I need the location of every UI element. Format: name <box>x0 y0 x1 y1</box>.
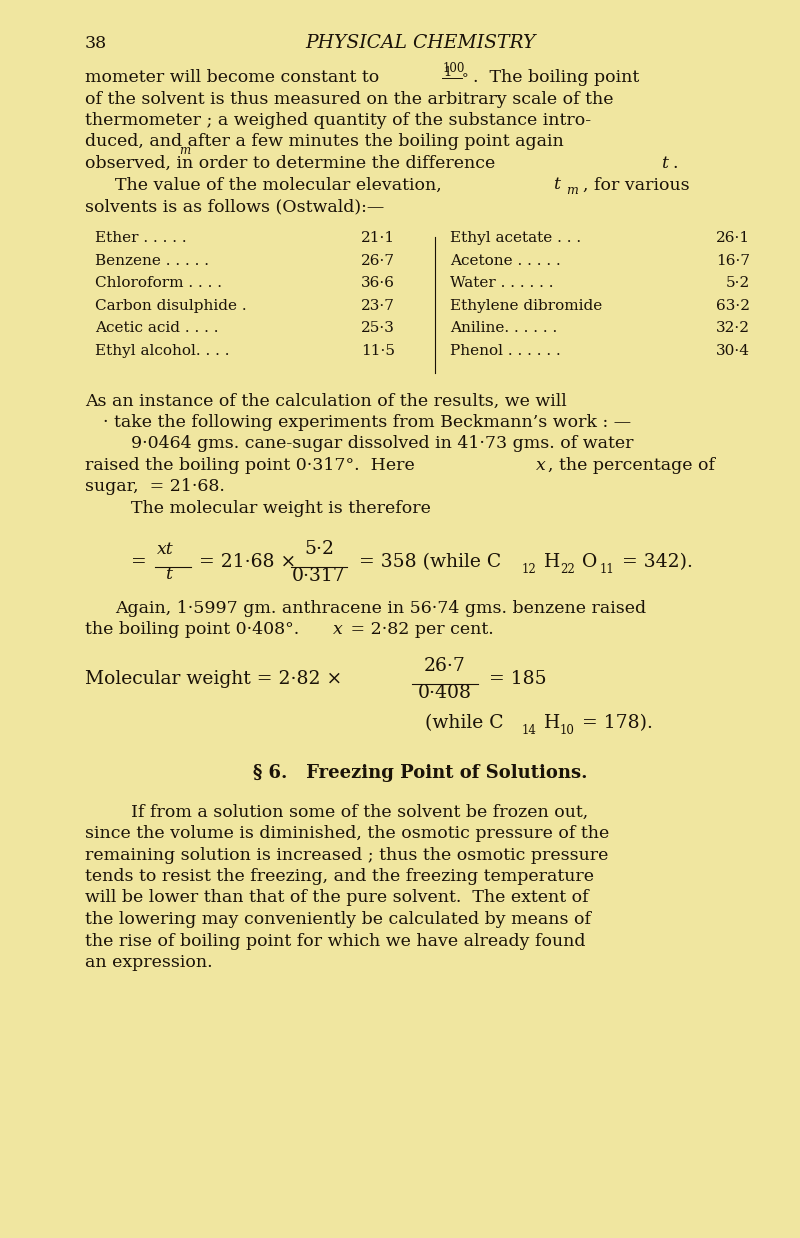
Text: Chloroform . . . .: Chloroform . . . . <box>95 276 222 291</box>
Text: =: = <box>131 553 153 571</box>
Text: 11·5: 11·5 <box>361 344 395 358</box>
Text: the rise of boiling point for which we have already found: the rise of boiling point for which we h… <box>85 932 586 950</box>
Text: Acetone . . . . .: Acetone . . . . . <box>450 254 561 267</box>
Text: = 178).: = 178). <box>582 714 653 733</box>
Text: = 185: = 185 <box>489 671 546 688</box>
Text: The molecular weight is therefore: The molecular weight is therefore <box>131 500 431 517</box>
Text: m: m <box>566 183 578 197</box>
Text: t: t <box>165 566 172 583</box>
Text: 26·7: 26·7 <box>361 254 395 267</box>
Text: 100: 100 <box>443 62 466 76</box>
Text: 63·2: 63·2 <box>716 300 750 313</box>
Text: mometer will become constant to: mometer will become constant to <box>85 69 379 85</box>
Text: tends to resist the freezing, and the freezing temperature: tends to resist the freezing, and the fr… <box>85 868 594 885</box>
Text: Acetic acid . . . .: Acetic acid . . . . <box>95 322 218 335</box>
Text: 9·0464 gms. cane-sugar dissolved in 41·73 gms. of water: 9·0464 gms. cane-sugar dissolved in 41·7… <box>131 436 634 453</box>
Text: The value of the molecular elevation,: The value of the molecular elevation, <box>115 177 447 193</box>
Text: (while C: (while C <box>425 714 504 733</box>
Text: will be lower than that of the pure solvent.  The extent of: will be lower than that of the pure solv… <box>85 889 589 906</box>
Text: 36·6: 36·6 <box>361 276 395 291</box>
Text: 38: 38 <box>85 35 107 52</box>
Text: of the solvent is thus measured on the arbitrary scale of the: of the solvent is thus measured on the a… <box>85 90 614 108</box>
Text: Water . . . . . .: Water . . . . . . <box>450 276 554 291</box>
Text: Molecular weight = 2·82 ×: Molecular weight = 2·82 × <box>85 671 342 688</box>
Text: 30·4: 30·4 <box>716 344 750 358</box>
Text: Phenol . . . . . .: Phenol . . . . . . <box>450 344 561 358</box>
Text: O: O <box>582 553 598 571</box>
Text: = 358 (while C: = 358 (while C <box>359 553 502 571</box>
Text: Benzene . . . . .: Benzene . . . . . <box>95 254 209 267</box>
Text: , for various: , for various <box>583 177 690 193</box>
Text: · take the following experiments from Beckmann’s work : —: · take the following experiments from Be… <box>103 413 631 431</box>
Text: 0·317: 0·317 <box>292 567 346 586</box>
Text: Carbon disulphide .: Carbon disulphide . <box>95 300 246 313</box>
Text: 12: 12 <box>522 563 537 576</box>
Text: Again, 1·5997 gm. anthracene in 56·74 gms. benzene raised: Again, 1·5997 gm. anthracene in 56·74 gm… <box>115 600 646 617</box>
Text: Ethyl acetate . . .: Ethyl acetate . . . <box>450 232 581 245</box>
Text: sugar,  = 21·68.: sugar, = 21·68. <box>85 479 225 495</box>
Text: since the volume is diminished, the osmotic pressure of the: since the volume is diminished, the osmo… <box>85 825 610 842</box>
Text: the boiling point 0·408°.: the boiling point 0·408°. <box>85 621 310 639</box>
Text: .: . <box>672 155 678 172</box>
Text: 11: 11 <box>600 563 614 576</box>
Text: Ethylene dibromide: Ethylene dibromide <box>450 300 602 313</box>
Text: an expression.: an expression. <box>85 954 213 971</box>
Text: H: H <box>544 553 560 571</box>
Text: 0·408: 0·408 <box>418 685 472 702</box>
Text: As an instance of the calculation of the results, we will: As an instance of the calculation of the… <box>85 392 566 410</box>
Text: 32·2: 32·2 <box>716 322 750 335</box>
Text: duced, and after a few minutes the boiling point again: duced, and after a few minutes the boili… <box>85 134 564 151</box>
Text: 21·1: 21·1 <box>361 232 395 245</box>
Text: xt: xt <box>157 541 174 558</box>
Text: raised the boiling point 0·317°.  Here: raised the boiling point 0·317°. Here <box>85 457 420 474</box>
Text: = 342).: = 342). <box>622 553 693 571</box>
Text: § 6.   Freezing Point of Solutions.: § 6. Freezing Point of Solutions. <box>253 765 587 782</box>
Text: = 2·82 per cent.: = 2·82 per cent. <box>345 621 494 639</box>
Text: 14: 14 <box>522 724 537 738</box>
Text: 10: 10 <box>560 724 575 738</box>
Text: 16·7: 16·7 <box>716 254 750 267</box>
Text: .  The boiling point: . The boiling point <box>473 69 639 85</box>
Text: H: H <box>544 714 560 733</box>
Text: 26·1: 26·1 <box>716 232 750 245</box>
Text: 5·2: 5·2 <box>726 276 750 291</box>
Text: 25·3: 25·3 <box>361 322 395 335</box>
Text: °: ° <box>462 73 469 85</box>
Text: , the percentage of: , the percentage of <box>548 457 715 474</box>
Text: observed, in order to determine the difference: observed, in order to determine the diff… <box>85 155 501 172</box>
Text: 23·7: 23·7 <box>361 300 395 313</box>
Text: Ether . . . . .: Ether . . . . . <box>95 232 186 245</box>
Text: PHYSICAL CHEMISTRY: PHYSICAL CHEMISTRY <box>305 33 535 52</box>
Text: 5·2: 5·2 <box>304 540 334 558</box>
Text: t: t <box>553 177 560 193</box>
Text: x: x <box>536 457 546 474</box>
Text: 1: 1 <box>443 67 451 79</box>
Text: x: x <box>333 621 342 639</box>
Text: remaining solution is increased ; thus the osmotic pressure: remaining solution is increased ; thus t… <box>85 847 608 863</box>
Text: 26·7: 26·7 <box>424 657 466 676</box>
Text: = 21·68 ×: = 21·68 × <box>199 553 296 571</box>
Text: If from a solution some of the solvent be frozen out,: If from a solution some of the solvent b… <box>131 803 588 821</box>
Text: the lowering may conveniently be calculated by means of: the lowering may conveniently be calcula… <box>85 911 591 928</box>
Text: m: m <box>179 144 190 157</box>
Text: thermometer ; a weighed quantity of the substance intro-: thermometer ; a weighed quantity of the … <box>85 111 591 129</box>
Text: solvents is as follows (Ostwald):—: solvents is as follows (Ostwald):— <box>85 198 384 215</box>
Text: 22: 22 <box>560 563 574 576</box>
Text: t: t <box>661 155 668 172</box>
Text: Ethyl alcohol. . . .: Ethyl alcohol. . . . <box>95 344 230 358</box>
Text: Aniline. . . . . .: Aniline. . . . . . <box>450 322 558 335</box>
